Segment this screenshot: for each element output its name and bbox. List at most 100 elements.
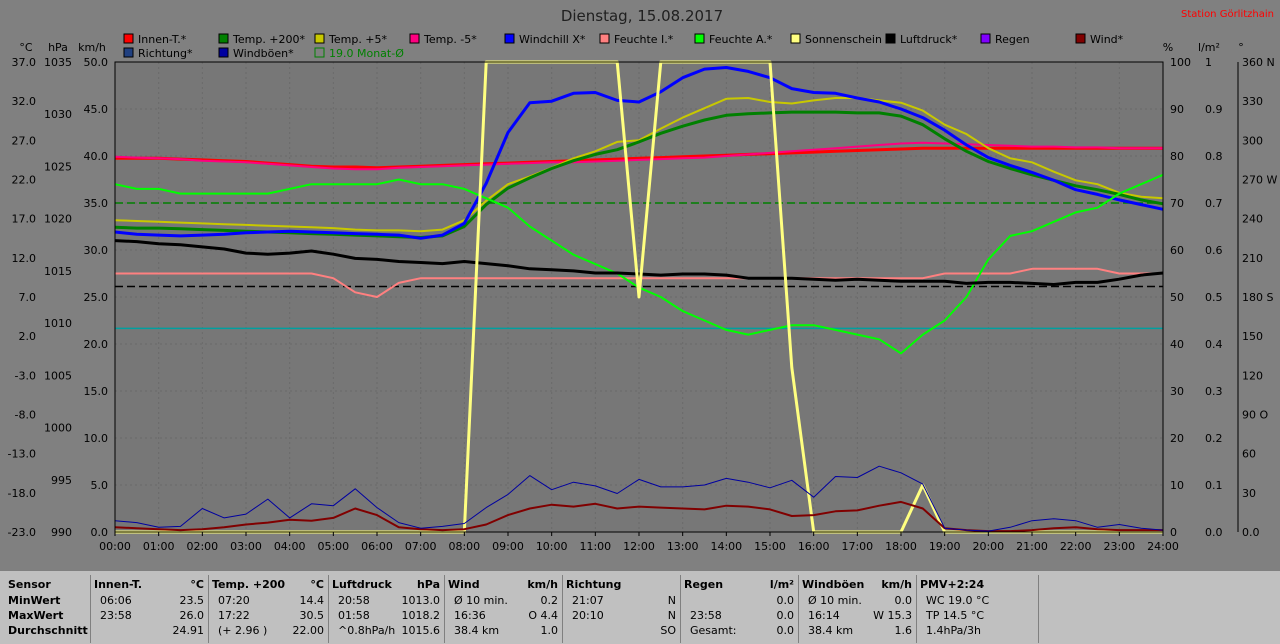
summary-time: Ø 10 min.: [454, 594, 508, 607]
summary-column: Windböen km/h Ø 10 min. 0.0 16:14 W 15.3 38.4 …: [800, 575, 917, 643]
legend-label: Luftdruck*: [900, 33, 958, 46]
station-label: Station Görlitzhain: [1181, 9, 1274, 20]
summary-column: Temp. +200 °C 07:20 14.4 17:22 30.5 (+ 2.96 ) 2…: [210, 575, 329, 643]
summary-value: 0.0: [776, 609, 795, 622]
rain-axis-label: 0.7: [1205, 197, 1223, 210]
percent-axis-label: 50: [1170, 291, 1184, 304]
percent-axis-label: 60: [1170, 244, 1184, 257]
x-tick-label: 09:00: [492, 540, 524, 553]
summary-value: W 15.3: [873, 609, 912, 622]
temp-axis-label: -3.0: [15, 369, 36, 382]
legend-label: Temp. +5*: [328, 33, 388, 46]
series-line-luftdruck: [114, 239, 1164, 286]
axis-unit-label: %: [1163, 41, 1173, 54]
x-tick-label: 22:00: [1060, 540, 1092, 553]
rain-axis-label: 0.3: [1205, 385, 1223, 398]
summary-value: 1015.6: [401, 624, 441, 637]
summary-time: 01:58: [338, 609, 370, 622]
summary-unit: °C: [190, 578, 204, 591]
summary-value: SO: [660, 624, 676, 637]
legend-label: Feuchte A.*: [709, 33, 773, 46]
direction-axis-label: 330: [1242, 95, 1263, 108]
percent-axis-label: 100: [1170, 56, 1191, 69]
axis-unit-label: l/m²: [1198, 41, 1220, 54]
series-line-feuchte-i: [115, 267, 1163, 298]
pressure-axis-label: 1010: [44, 317, 72, 330]
rain-axis-label: 0.2: [1205, 432, 1223, 445]
summary-time: 16:14: [808, 609, 840, 622]
pressure-axis-label: 1025: [44, 160, 72, 173]
x-tick-label: 13:00: [667, 540, 699, 553]
wind-axis-label: 15.0: [84, 385, 109, 398]
pressure-axis-label: 1005: [44, 369, 72, 382]
summary-unit: l/m²: [769, 578, 794, 591]
percent-axis-label: 20: [1170, 432, 1184, 445]
percent-axis-label: 10: [1170, 479, 1184, 492]
summary-time: 06:06: [100, 594, 132, 607]
legend-label: Windböen*: [233, 47, 294, 60]
summary-column: Innen-T. °C 06:06 23.5 23:58 26.0 24.91: [92, 575, 209, 643]
direction-axis-label: 120: [1242, 369, 1263, 382]
summary-value: 24.91: [172, 624, 205, 637]
summary-time: 23:58: [100, 609, 132, 622]
x-tick-label: 08:00: [448, 540, 480, 553]
wind-axis-label: 40.0: [84, 150, 109, 163]
pressure-axis-label: 1020: [44, 213, 72, 226]
x-tick-label: 01:00: [143, 540, 175, 553]
wind-axis-label: 30.0: [84, 244, 109, 257]
wind-axis-label: 25.0: [84, 291, 109, 304]
summary-time: 38.4 km: [808, 624, 854, 637]
wind-axis-label: 5.0: [91, 479, 109, 492]
pressure-axis-label: 1035: [44, 56, 72, 69]
rain-axis-label: 0.4: [1205, 338, 1223, 351]
legend-swatch: [1075, 33, 1086, 44]
legend-label: Regen: [995, 33, 1030, 46]
legend-swatch: [980, 33, 991, 44]
summary-value: 0.0: [894, 594, 913, 607]
summary-value: N: [667, 594, 676, 607]
summary-unit: km/h: [527, 578, 558, 591]
legend: Innen-T.* Temp. +200* Temp. +5* Temp. -5* Wi…: [123, 33, 1124, 60]
direction-axis-label: 150: [1242, 330, 1263, 343]
wind-axis-label: 10.0: [84, 432, 109, 445]
summary-header: Luftdruck: [332, 578, 392, 591]
summary-column: Richtung 21:07 N 20:10 N SO: [564, 575, 681, 643]
direction-axis-label: 0.0: [1242, 526, 1260, 539]
pressure-axis-label: 1015: [44, 265, 72, 278]
legend-label: Windchill X*: [519, 33, 586, 46]
pressure-axis-label: 990: [51, 526, 72, 539]
summary-value: 30.5: [299, 609, 325, 622]
summary-column: PMV+2:24 WC 19.0 °C TP 14.5 °C 1.4hPa/3h: [918, 575, 1039, 643]
summary-value: 22.00: [292, 624, 325, 637]
direction-axis-label: 210: [1242, 252, 1263, 265]
summary-row-label: Durchschnitt: [8, 624, 88, 637]
legend-swatch: [599, 33, 610, 44]
x-tick-label: 16:00: [798, 540, 830, 553]
summary-value: 23.5: [179, 594, 205, 607]
rain-axis-label: 0.5: [1205, 291, 1223, 304]
legend-swatch: [885, 33, 896, 44]
x-tick-label: 05:00: [317, 540, 349, 553]
weather-chart: 00:00 01:00 02:00 03:00 04:00 05:00 06:00 07:00…: [7, 7, 1278, 553]
summary-value: N: [667, 609, 676, 622]
summary-unit: °C: [310, 578, 324, 591]
summary-column: Regen l/m² 0.0 23:58 0.0 Gesamt: 0.0: [682, 575, 799, 643]
wind-axis-label: 45.0: [84, 103, 109, 116]
percent-axis-label: 0: [1170, 526, 1177, 539]
legend-swatch: [314, 47, 325, 58]
legend-swatch: [123, 47, 134, 58]
summary-header: Wind: [448, 578, 480, 591]
summary-row-label: MaxWert: [8, 609, 64, 622]
direction-axis-label: 30: [1242, 487, 1256, 500]
rain-axis-label: 0.9: [1205, 103, 1223, 116]
summary-header: Regen: [684, 578, 724, 591]
summary-time: 23:58: [690, 609, 722, 622]
x-tick-label: 24:00: [1147, 540, 1179, 553]
x-tick-label: 00:00: [99, 540, 131, 553]
legend-label: Feuchte I.*: [614, 33, 674, 46]
direction-axis-label: 360 N: [1242, 56, 1275, 69]
x-tick-label: 23:00: [1103, 540, 1135, 553]
summary-time: TP 14.5 °C: [926, 609, 985, 622]
x-tick-label: 14:00: [710, 540, 742, 553]
x-tick-label: 06:00: [361, 540, 393, 553]
